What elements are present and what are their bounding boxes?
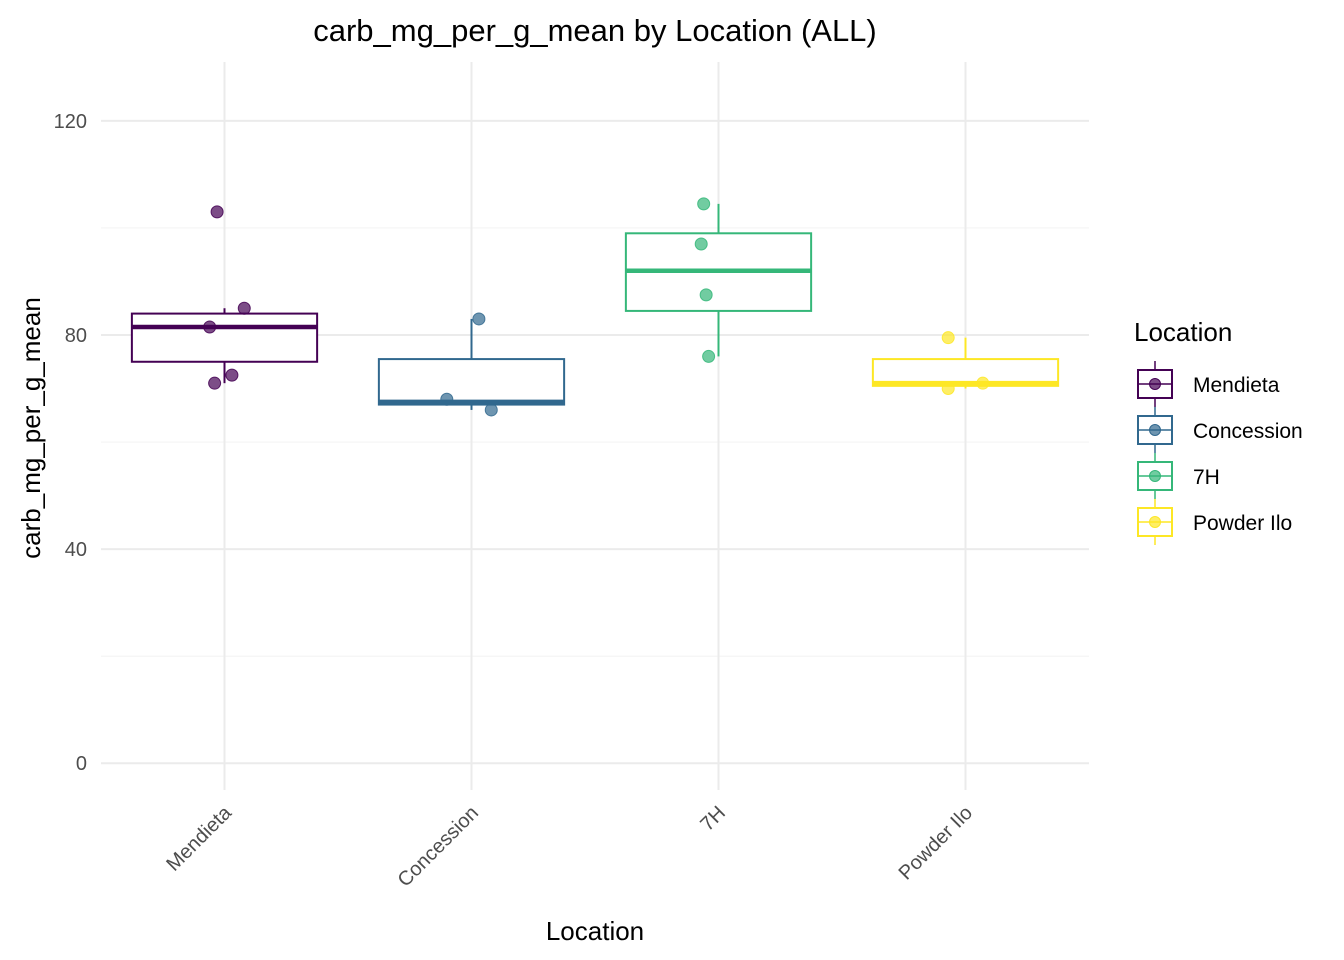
point-concession bbox=[484, 403, 498, 417]
chart-title: carb_mg_per_g_mean by Location (ALL) bbox=[313, 13, 877, 48]
x-axis-ticks: Mendieta Concession 7H Powder Ilo bbox=[162, 801, 977, 891]
box-7h bbox=[624, 203, 813, 357]
point-powder-ilo bbox=[941, 331, 955, 345]
box-body bbox=[377, 358, 566, 406]
legend-key bbox=[1137, 407, 1173, 453]
point-7h bbox=[702, 349, 716, 363]
point-concession bbox=[440, 392, 454, 406]
box-powder-ilo bbox=[871, 337, 1060, 389]
point-powder-ilo bbox=[976, 376, 990, 390]
point-powder-ilo bbox=[941, 382, 955, 396]
legend-title: Location bbox=[1134, 317, 1232, 347]
legend-label: 7H bbox=[1193, 466, 1220, 489]
point-7h bbox=[699, 288, 713, 302]
point-mendieta bbox=[210, 205, 224, 219]
legend-label: Powder Ilo bbox=[1193, 512, 1292, 535]
x-axis-title: Location bbox=[546, 916, 644, 946]
x-tick-label-mendieta: Mendieta bbox=[162, 801, 236, 875]
box-concession bbox=[377, 318, 566, 410]
y-axis-title: carb_mg_per_g_mean bbox=[16, 297, 46, 559]
legend-key bbox=[1137, 361, 1173, 407]
point-concession bbox=[472, 312, 486, 326]
point-mendieta bbox=[208, 376, 222, 390]
legend-label: Concession bbox=[1193, 420, 1303, 443]
point-7h bbox=[697, 197, 711, 211]
box-mendieta bbox=[130, 308, 319, 384]
grid bbox=[101, 62, 1089, 790]
legend-label: Mendieta bbox=[1193, 374, 1280, 397]
legend-key bbox=[1137, 453, 1173, 499]
point-mendieta bbox=[237, 301, 251, 315]
x-tick-label-7h: 7H bbox=[696, 802, 730, 836]
point-7h bbox=[694, 237, 708, 251]
legend-item-powder-ilo: Powder Ilo bbox=[1137, 499, 1292, 545]
x-tick-label-powder-ilo: Powder Ilo bbox=[895, 802, 977, 884]
y-axis-ticks: 0 40 80 120 bbox=[54, 111, 87, 775]
point-mendieta bbox=[203, 320, 217, 334]
points bbox=[203, 197, 990, 417]
legend-item-7h: 7H bbox=[1137, 453, 1220, 499]
legend: Location Mendieta Concession 7H Powder Ilo bbox=[1134, 317, 1303, 545]
legend-item-mendieta: Mendieta bbox=[1137, 361, 1280, 407]
point-mendieta bbox=[225, 368, 239, 382]
legend-key bbox=[1137, 499, 1173, 545]
legend-item-concession: Concession bbox=[1137, 407, 1303, 453]
y-tick-label: 0 bbox=[76, 753, 87, 775]
y-tick-label: 80 bbox=[65, 325, 87, 347]
boxes bbox=[130, 203, 1060, 410]
x-tick-label-concession: Concession bbox=[394, 802, 483, 891]
y-tick-label: 40 bbox=[65, 539, 87, 561]
y-tick-label: 120 bbox=[54, 111, 87, 133]
box-body bbox=[130, 312, 319, 363]
